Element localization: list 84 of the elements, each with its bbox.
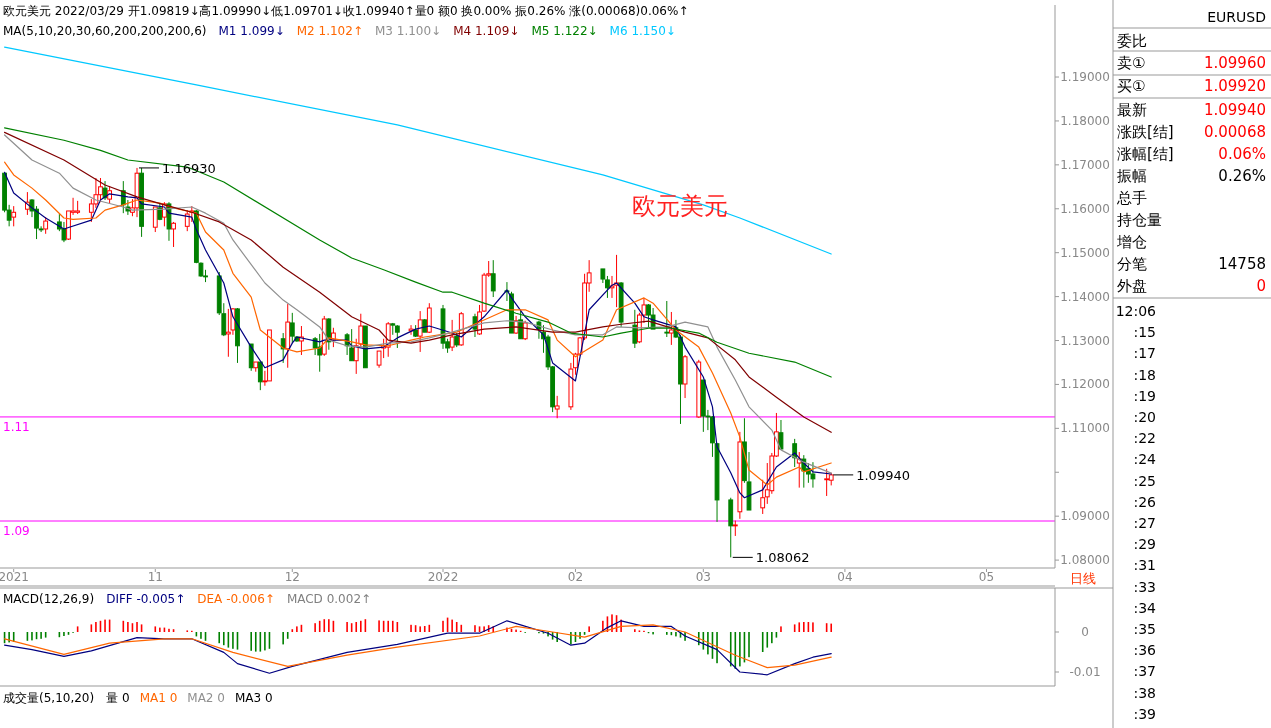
text: M6 1.150↓	[609, 24, 676, 38]
text: :20	[1133, 409, 1156, 425]
ref-line-label: 1.09	[3, 524, 30, 539]
text: 成交量(5,10,20)	[3, 691, 95, 705]
text: 1.09920	[1203, 77, 1266, 95]
text: :19	[1133, 387, 1156, 404]
category-label: 振幅	[1117, 167, 1147, 185]
text: :17	[1133, 345, 1156, 362]
category-label: 涨跌[结]	[1117, 123, 1174, 141]
text: :33	[1133, 578, 1156, 595]
category-label: 涨幅[结]	[1117, 145, 1174, 163]
y-tick-label: -0.01	[1069, 665, 1101, 679]
x-tick-label: 2022	[427, 570, 459, 584]
text: :25	[1133, 472, 1156, 489]
text: MA3 0	[234, 691, 273, 705]
text: :35	[1133, 621, 1156, 637]
text: 0	[1256, 277, 1266, 295]
y-tick-label: 1.19000	[1060, 70, 1110, 85]
text: MA2 0	[187, 691, 225, 705]
y-tick-label: 1.17000	[1060, 157, 1110, 172]
y-tick-label: 1.18000	[1060, 113, 1110, 128]
text: :18	[1133, 366, 1156, 383]
text: MA1 0	[139, 691, 178, 705]
category-label: 卖①	[1117, 54, 1146, 72]
x-tick-label: 03	[695, 570, 711, 584]
text: :36	[1133, 642, 1157, 659]
y-tick-label: 1.11000	[1060, 421, 1110, 436]
ref-line-label: 1.11	[3, 419, 30, 434]
text: 1.09940	[1203, 101, 1266, 119]
text: DEA -0.006↑	[197, 592, 275, 606]
series-label: MACD 0.002↑	[286, 592, 372, 606]
chart-title: 欧元美元 2022/03/29 开1.09819↓高1.09990↓低1.09701↓收1.09940↑量0 额0 换0.00% 振0.26% 涨(0.00068)0.06%↑	[3, 4, 689, 18]
category-label: 买①	[1117, 77, 1146, 95]
text: M3 1.100↓	[374, 24, 442, 38]
text: :26	[1133, 493, 1157, 510]
y-tick-label: 1.12000	[1060, 377, 1110, 392]
x-tick-label: 11	[147, 570, 163, 584]
y-tick-label: 1.14000	[1060, 289, 1110, 304]
text: 14758	[1218, 255, 1266, 273]
text: M4 1.109↓	[453, 24, 520, 38]
annotation: 1.09940	[856, 467, 910, 483]
text: :38	[1133, 684, 1156, 701]
y-tick-label: 1.15000	[1060, 245, 1110, 260]
text: 1.09960	[1203, 54, 1266, 72]
text: :27	[1133, 515, 1156, 531]
text: :15	[1133, 324, 1156, 341]
text: 0.00068	[1203, 123, 1266, 141]
category-label: 分笔	[1117, 255, 1147, 273]
text: M2 1.102↑	[296, 24, 363, 38]
category-label: 外盘	[1117, 277, 1147, 295]
text: DIFF -0.005↑	[106, 592, 186, 606]
text: 0.06%	[1218, 145, 1266, 163]
text: :24	[1133, 451, 1157, 468]
y-tick-label: 0	[1081, 625, 1089, 639]
text: EURUSD	[1207, 9, 1266, 25]
text: :37	[1133, 663, 1156, 680]
text: M5 1.122↓	[531, 24, 598, 38]
text: 量 0	[106, 691, 130, 705]
text: :39	[1133, 705, 1156, 722]
category-label: 委比	[1117, 32, 1147, 50]
text: 日线	[1070, 571, 1096, 586]
y-tick-label: 1.16000	[1060, 201, 1110, 216]
category-label: 增仓	[1116, 233, 1147, 251]
category-label: 持仓量	[1117, 211, 1162, 229]
text: 0.26%	[1218, 167, 1266, 185]
text: :29	[1133, 536, 1156, 553]
x-tick-label: 05	[978, 570, 995, 584]
category-label: 总手	[1116, 189, 1147, 207]
x-tick-label: 12	[284, 570, 300, 584]
text: :22	[1133, 430, 1156, 447]
chart-title: MACD(12,26,9)	[3, 592, 95, 606]
text: 12:06	[1115, 303, 1157, 319]
annotation: 1.08062	[755, 550, 810, 566]
x-tick-label: 02	[567, 570, 584, 584]
x-tick-label: 04	[837, 570, 853, 584]
text: :31	[1133, 557, 1156, 574]
legend-title: MA(5,10,20,30,60,200,200,200,6)	[3, 24, 207, 38]
text: M1 1.099↓	[218, 24, 285, 38]
y-tick-label: 1.08000	[1060, 553, 1110, 568]
category-label: 最新	[1117, 101, 1147, 119]
x-tick-label: 2021	[0, 570, 29, 584]
y-tick-label: 1.09000	[1060, 509, 1110, 524]
text: :34	[1133, 599, 1157, 616]
y-tick-label: 1.13000	[1060, 333, 1110, 348]
